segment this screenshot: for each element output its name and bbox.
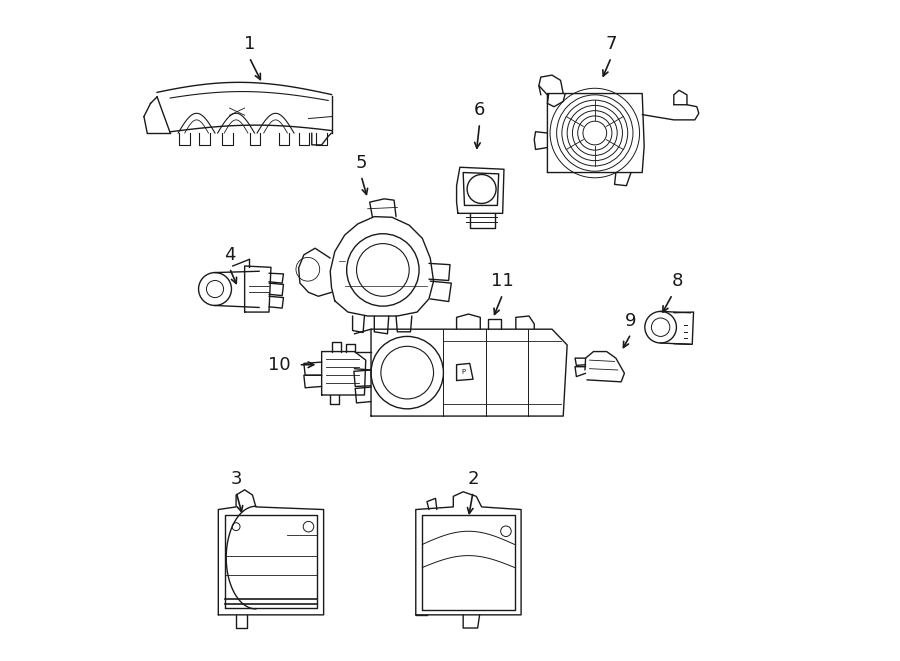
Text: 10: 10 <box>267 356 290 373</box>
Text: 5: 5 <box>356 153 367 172</box>
Text: 6: 6 <box>474 101 485 119</box>
Text: 1: 1 <box>244 35 255 53</box>
Text: P: P <box>461 369 465 375</box>
Text: 7: 7 <box>606 35 617 53</box>
Text: 4: 4 <box>224 246 235 264</box>
Text: 3: 3 <box>230 469 242 488</box>
Text: 11: 11 <box>491 272 514 290</box>
Text: 9: 9 <box>626 311 637 330</box>
Text: 2: 2 <box>467 469 479 488</box>
Text: 8: 8 <box>671 272 683 290</box>
